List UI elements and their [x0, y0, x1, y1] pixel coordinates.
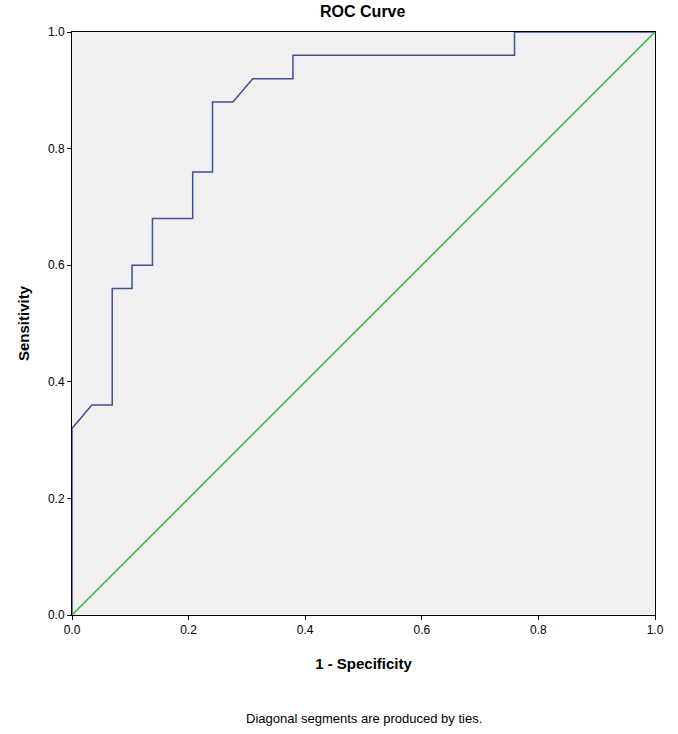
svg-text:0.6: 0.6: [48, 258, 65, 272]
svg-text:0.2: 0.2: [180, 623, 197, 637]
svg-text:0.8: 0.8: [48, 142, 65, 156]
svg-text:0.4: 0.4: [297, 623, 314, 637]
svg-text:Diagonal segments are produced: Diagonal segments are produced by ties.: [246, 711, 482, 726]
svg-text:0.4: 0.4: [48, 375, 65, 389]
svg-text:0.6: 0.6: [413, 623, 430, 637]
svg-text:0.2: 0.2: [48, 492, 65, 506]
svg-text:0.0: 0.0: [48, 608, 65, 622]
svg-text:1.0: 1.0: [48, 25, 65, 39]
svg-text:Sensitivity: Sensitivity: [15, 285, 32, 361]
svg-text:1.0: 1.0: [647, 623, 664, 637]
svg-text:0.0: 0.0: [64, 623, 81, 637]
svg-text:0.8: 0.8: [530, 623, 547, 637]
svg-text:ROC Curve: ROC Curve: [320, 3, 405, 20]
svg-text:1 - Specificity: 1 - Specificity: [315, 655, 412, 672]
